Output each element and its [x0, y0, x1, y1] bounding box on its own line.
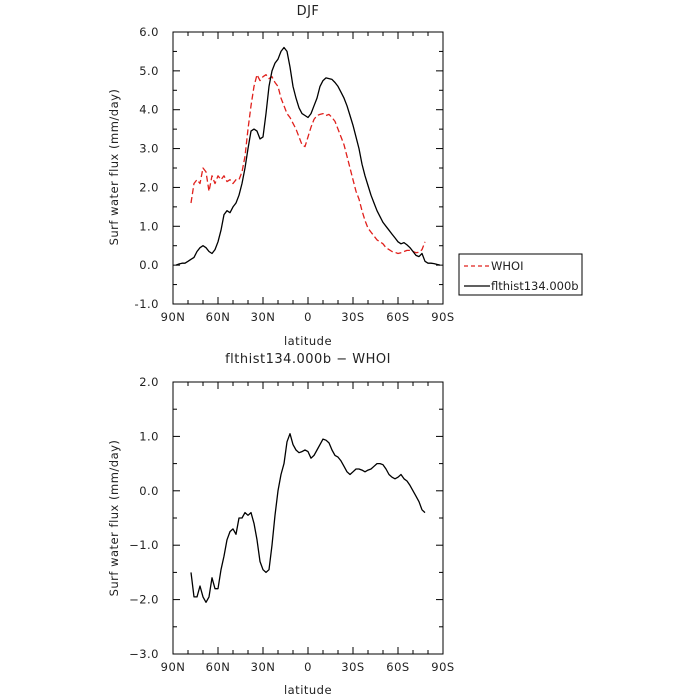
bottom-x-tick-label: 30S [341, 660, 364, 674]
top-series-line-flthist134-000b [175, 46, 441, 266]
bottom-y-tick-label: −2.0 [129, 593, 159, 607]
top-y-tick-label: 5.0 [139, 64, 159, 78]
top-panel: DJF Surf water flux (mm/day) latitude 90… [107, 4, 583, 348]
bottom-x-tick-label: 0 [304, 660, 312, 674]
bottom-chart-title: flthist134.000b − WHOI [225, 352, 391, 367]
legend-box [458, 253, 583, 296]
bottom-x-axis-label: latitude [284, 683, 332, 697]
top-y-tick-label: 6.0 [139, 25, 159, 39]
top-x-tick-label: 60S [386, 310, 409, 324]
top-plot-frame [172, 31, 444, 305]
bottom-x-tick-label: 30N [251, 660, 276, 674]
top-x-axis-label: latitude [284, 334, 332, 348]
bottom-x-tick-label: 90S [431, 660, 454, 674]
top-y-tick-label: 1.0 [139, 219, 159, 233]
top-x-tick-label: 30S [341, 310, 364, 324]
bottom-y-tick-label: −3.0 [129, 647, 159, 661]
bottom-plot-area: 90N 60N 30N 0 30S 60S 90S −3.0 −2.0 −1.0 0.0 1.0 2.0 [129, 375, 454, 674]
bottom-plot-frame [172, 381, 444, 655]
bottom-series-line-0 [190, 433, 426, 603]
top-chart-title: DJF [297, 4, 320, 19]
top-y-tick-label: -1.0 [135, 297, 159, 311]
bottom-y-tick-label: 0.0 [139, 484, 159, 498]
bottom-y-tick-label: 1.0 [139, 429, 159, 443]
top-x-tick-label: 90S [431, 310, 454, 324]
legend-label-flthist: flthist134.000b [491, 279, 579, 293]
top-y-tick-label: 3.0 [139, 142, 159, 156]
bottom-y-axis-label: Surf water flux (mm/day) [107, 440, 121, 597]
legend-label-whoi: WHOI [491, 259, 523, 273]
top-plot-area: 90N 60N 30N 0 30S 60S 90S -1.0 0.0 1.0 2.0 3.0 4.0 5.… [135, 25, 455, 324]
legend: WHOI flthist134.000b [458, 253, 583, 296]
top-series-line-whoi [190, 74, 426, 255]
top-y-tick-label: 2.0 [139, 180, 159, 194]
bottom-x-tick-label: 90N [161, 660, 186, 674]
top-x-tick-label: 30N [251, 310, 276, 324]
bottom-panel: flthist134.000b − WHOI Surf water flux (… [107, 352, 454, 697]
top-y-tick-label: 4.0 [139, 103, 159, 117]
bottom-x-tick-label: 60N [206, 660, 231, 674]
top-y-tick-label: 0.0 [139, 258, 159, 272]
top-x-tick-label: 0 [304, 310, 312, 324]
top-y-axis-label: Surf water flux (mm/day) [107, 89, 121, 246]
top-x-tick-label: 60N [206, 310, 231, 324]
bottom-y-tick-label: −1.0 [129, 538, 159, 552]
bottom-x-tick-label: 60S [386, 660, 409, 674]
bottom-y-tick-label: 2.0 [139, 375, 159, 389]
top-x-tick-label: 90N [161, 310, 186, 324]
